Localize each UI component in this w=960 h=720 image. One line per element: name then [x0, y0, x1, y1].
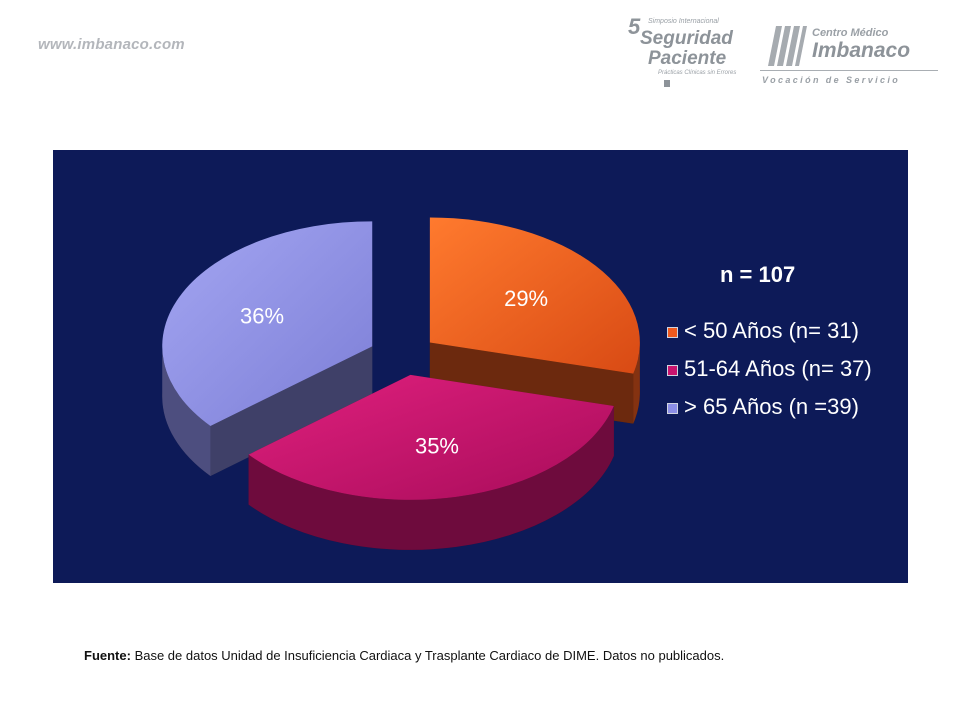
imbanaco-line1: Centro Médico [812, 27, 889, 39]
legend-swatch [667, 365, 678, 376]
legend-label: > 65 Años (n =39) [684, 394, 859, 419]
pie-slice-top [248, 374, 614, 500]
legend-label: 51-64 Años (n= 37) [684, 356, 872, 381]
site-url: www.imbanaco.com [38, 36, 185, 53]
chart-panel: 29% 35% 36% n = 107 < 50 Años (n= 31) 51-64… [53, 150, 908, 583]
symposium-logo: 5 Simposio Internacional Seguridad Pacie… [628, 14, 738, 94]
pie-slice-top [162, 221, 373, 426]
pie-slice-label-0: 29% [504, 286, 548, 311]
footnote-prefix: Fuente: [84, 648, 131, 663]
pie-slice-1 [248, 374, 614, 550]
imbanaco-logo: Centro Médico Imbanaco Vocación de Servi… [760, 20, 940, 92]
pie-slice-top [429, 217, 640, 374]
footnote-text: Base de datos Unidad de Insuficiencia Ca… [130, 648, 725, 663]
symposium-line4: Prácticas Clínicas sin Errores [658, 70, 737, 76]
legend-swatch [667, 327, 678, 338]
sample-size-label: n = 107 [720, 262, 796, 287]
imbanaco-mark-icon [768, 26, 807, 66]
symposium-date-badge [664, 80, 670, 87]
imbanaco-tagline: Vocación de Servicio [762, 75, 901, 85]
symposium-line1: Simposio Internacional [648, 18, 719, 25]
pie-slice-side [248, 405, 614, 550]
imbanaco-line2: Imbanaco [812, 39, 911, 62]
pie-slice-wall [210, 346, 373, 476]
symposium-line3: Paciente [648, 48, 727, 69]
symposium-line2: Seguridad [640, 28, 733, 49]
source-footnote: Fuente: Base de datos Unidad de Insufici… [84, 648, 884, 663]
imbanaco-divider [760, 70, 938, 71]
symposium-number: 5 [628, 14, 641, 39]
pie-slice-side [633, 342, 640, 424]
pie-slice-label-1: 35% [415, 434, 459, 459]
legend-label: < 50 Años (n= 31) [684, 318, 859, 343]
pie-slice-2 [162, 221, 373, 476]
pie-slice-label-2: 36% [240, 303, 284, 328]
legend-swatch [667, 403, 678, 414]
pie-slice-side [162, 346, 211, 476]
pie-chart: 29% 35% 36% [162, 217, 640, 550]
